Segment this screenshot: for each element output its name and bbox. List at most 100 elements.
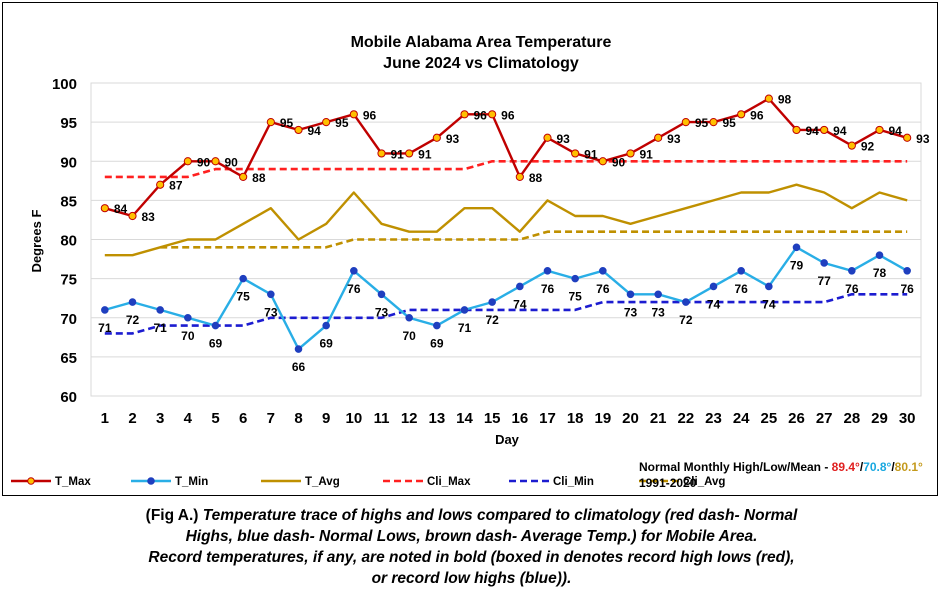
tmax-data-label: 90 xyxy=(612,155,626,169)
tmin-data-label: 76 xyxy=(900,282,914,296)
tmin-data-label: 74 xyxy=(762,297,776,311)
tmin-marker xyxy=(516,282,524,291)
tmax-marker xyxy=(432,133,441,142)
tmin-data-label: 71 xyxy=(458,321,472,335)
tmin-marker xyxy=(792,243,801,252)
y-tick-label: 100 xyxy=(52,76,77,93)
tmin-data-label: 77 xyxy=(817,274,831,288)
normals-sep-1: / xyxy=(859,460,864,474)
tmax-data-label: 94 xyxy=(308,124,322,138)
tmax-data-label: 83 xyxy=(142,210,156,224)
x-tick-label: 26 xyxy=(788,410,805,427)
tmax-data-label: 98 xyxy=(778,93,792,107)
tmin-marker xyxy=(820,259,828,267)
normals-prefix: Normal Monthly High/Low/Mean - xyxy=(639,460,832,474)
caption-line-2: Highs, blue dash- Normal Lows, brown das… xyxy=(185,528,758,545)
tmin-marker xyxy=(433,321,441,330)
tmin-marker xyxy=(460,306,469,314)
legend-marker xyxy=(27,477,35,485)
x-tick-label: 1 xyxy=(101,410,109,427)
y-tick-label: 90 xyxy=(60,154,77,171)
tmax-data-label: 87 xyxy=(169,179,183,193)
x-tick-label: 25 xyxy=(760,410,777,427)
tmax-marker xyxy=(156,180,165,189)
normals-sep-2: / xyxy=(891,460,895,474)
x-tick-label: 12 xyxy=(401,410,418,427)
chart-frame: 60 65 70 75 80 85 90 95 100 1 2 3 4 5 6 7 8 9 10 11 12 13 14 15… xyxy=(2,2,938,496)
grid xyxy=(90,82,922,397)
chart-subtitle: June 2024 vs Climatology xyxy=(383,55,579,72)
tmax-marker xyxy=(543,133,552,142)
x-tick-label: 17 xyxy=(539,410,556,427)
tmax-marker xyxy=(764,94,773,103)
y-tick-label: 75 xyxy=(60,272,77,289)
x-axis-label: Day xyxy=(495,432,520,447)
tmax-data-label: 91 xyxy=(391,147,405,161)
tmin-marker xyxy=(875,251,884,259)
tmin-marker xyxy=(128,298,137,306)
tmax-data-label: 96 xyxy=(363,108,377,122)
tmin-data-label: 76 xyxy=(541,282,555,296)
tmax-data-label: 93 xyxy=(557,132,571,146)
tmax-marker xyxy=(405,149,414,158)
legend: T_Max T_Min T_Avg Cli_Max Cli_Min Cli_Avg xyxy=(11,476,725,488)
tmax-marker xyxy=(681,118,690,127)
tmax-data-label: 94 xyxy=(889,124,903,138)
tmin-data-label: 73 xyxy=(375,305,389,319)
tmax-data-label: 90 xyxy=(197,155,211,169)
tmin-marker xyxy=(626,290,635,299)
tmin-data-label: 72 xyxy=(126,313,140,327)
series-line-t-max xyxy=(104,97,908,218)
tmax-data-label: 96 xyxy=(501,108,515,122)
tmin-data-label: 71 xyxy=(153,321,167,335)
tmax-marker xyxy=(488,110,497,119)
normal-high: 89.4° xyxy=(831,460,860,474)
tmin-marker xyxy=(184,313,192,322)
tmax-data-label: 91 xyxy=(640,147,654,161)
x-tick-label: 5 xyxy=(211,410,219,427)
caption-line-3: Record temperatures, if any, are noted i… xyxy=(148,549,795,566)
x-tick-label: 19 xyxy=(594,410,611,427)
legend-label: T_Max xyxy=(55,476,91,488)
tmin-data-label: 73 xyxy=(651,305,665,319)
legend-label: T_Min xyxy=(175,476,208,488)
tmin-marker xyxy=(377,290,386,299)
x-tick-label: 3 xyxy=(156,410,164,427)
tmin-data-label: 73 xyxy=(624,305,638,319)
x-tick-label: 20 xyxy=(622,410,639,427)
tmin-data-label: 76 xyxy=(596,282,610,296)
tmin-marker xyxy=(322,321,330,330)
tmax-data-label: 95 xyxy=(335,116,349,130)
tmin-marker xyxy=(211,321,220,330)
y-tick-label: 60 xyxy=(60,389,77,406)
tmin-data-label: 76 xyxy=(347,282,361,296)
tmin-data-label: 73 xyxy=(264,305,278,319)
tmin-data-label: 69 xyxy=(209,337,223,351)
series-line-t-min xyxy=(104,246,908,351)
tmax-marker xyxy=(515,172,524,181)
tmin-data-label: 76 xyxy=(734,282,748,296)
tmax-data-label: 93 xyxy=(446,132,460,146)
tmin-data-label: 66 xyxy=(292,360,306,374)
tmax-data-label: 93 xyxy=(916,132,930,146)
tmax-data-label: 92 xyxy=(861,140,875,154)
tmin-marker xyxy=(654,290,662,299)
y-tick-label: 80 xyxy=(60,233,77,250)
tmax-marker xyxy=(322,118,331,127)
legend-marker xyxy=(147,477,155,485)
legend-label: T_Avg xyxy=(305,476,340,488)
tmin-marker xyxy=(765,282,773,291)
caption-fig-label: (Fig A.) xyxy=(145,507,203,524)
tmin-data-label: 70 xyxy=(402,329,416,343)
tmax-marker xyxy=(654,133,663,142)
x-tick-label: 15 xyxy=(484,410,501,427)
data-labels: 71 72 71 70 69 75 73 66 69 76 73 70 69 71 72 74 76 75 76 73… xyxy=(98,93,930,374)
figure-caption: (Fig A.) Temperature trace of highs and … xyxy=(0,505,943,589)
legend-label: Cli_Max xyxy=(427,476,471,488)
normals-period: 1991-2020 xyxy=(639,476,697,490)
x-tick-label: 9 xyxy=(322,410,330,427)
tmax-marker xyxy=(349,110,358,119)
tmax-data-label: 95 xyxy=(723,116,737,130)
